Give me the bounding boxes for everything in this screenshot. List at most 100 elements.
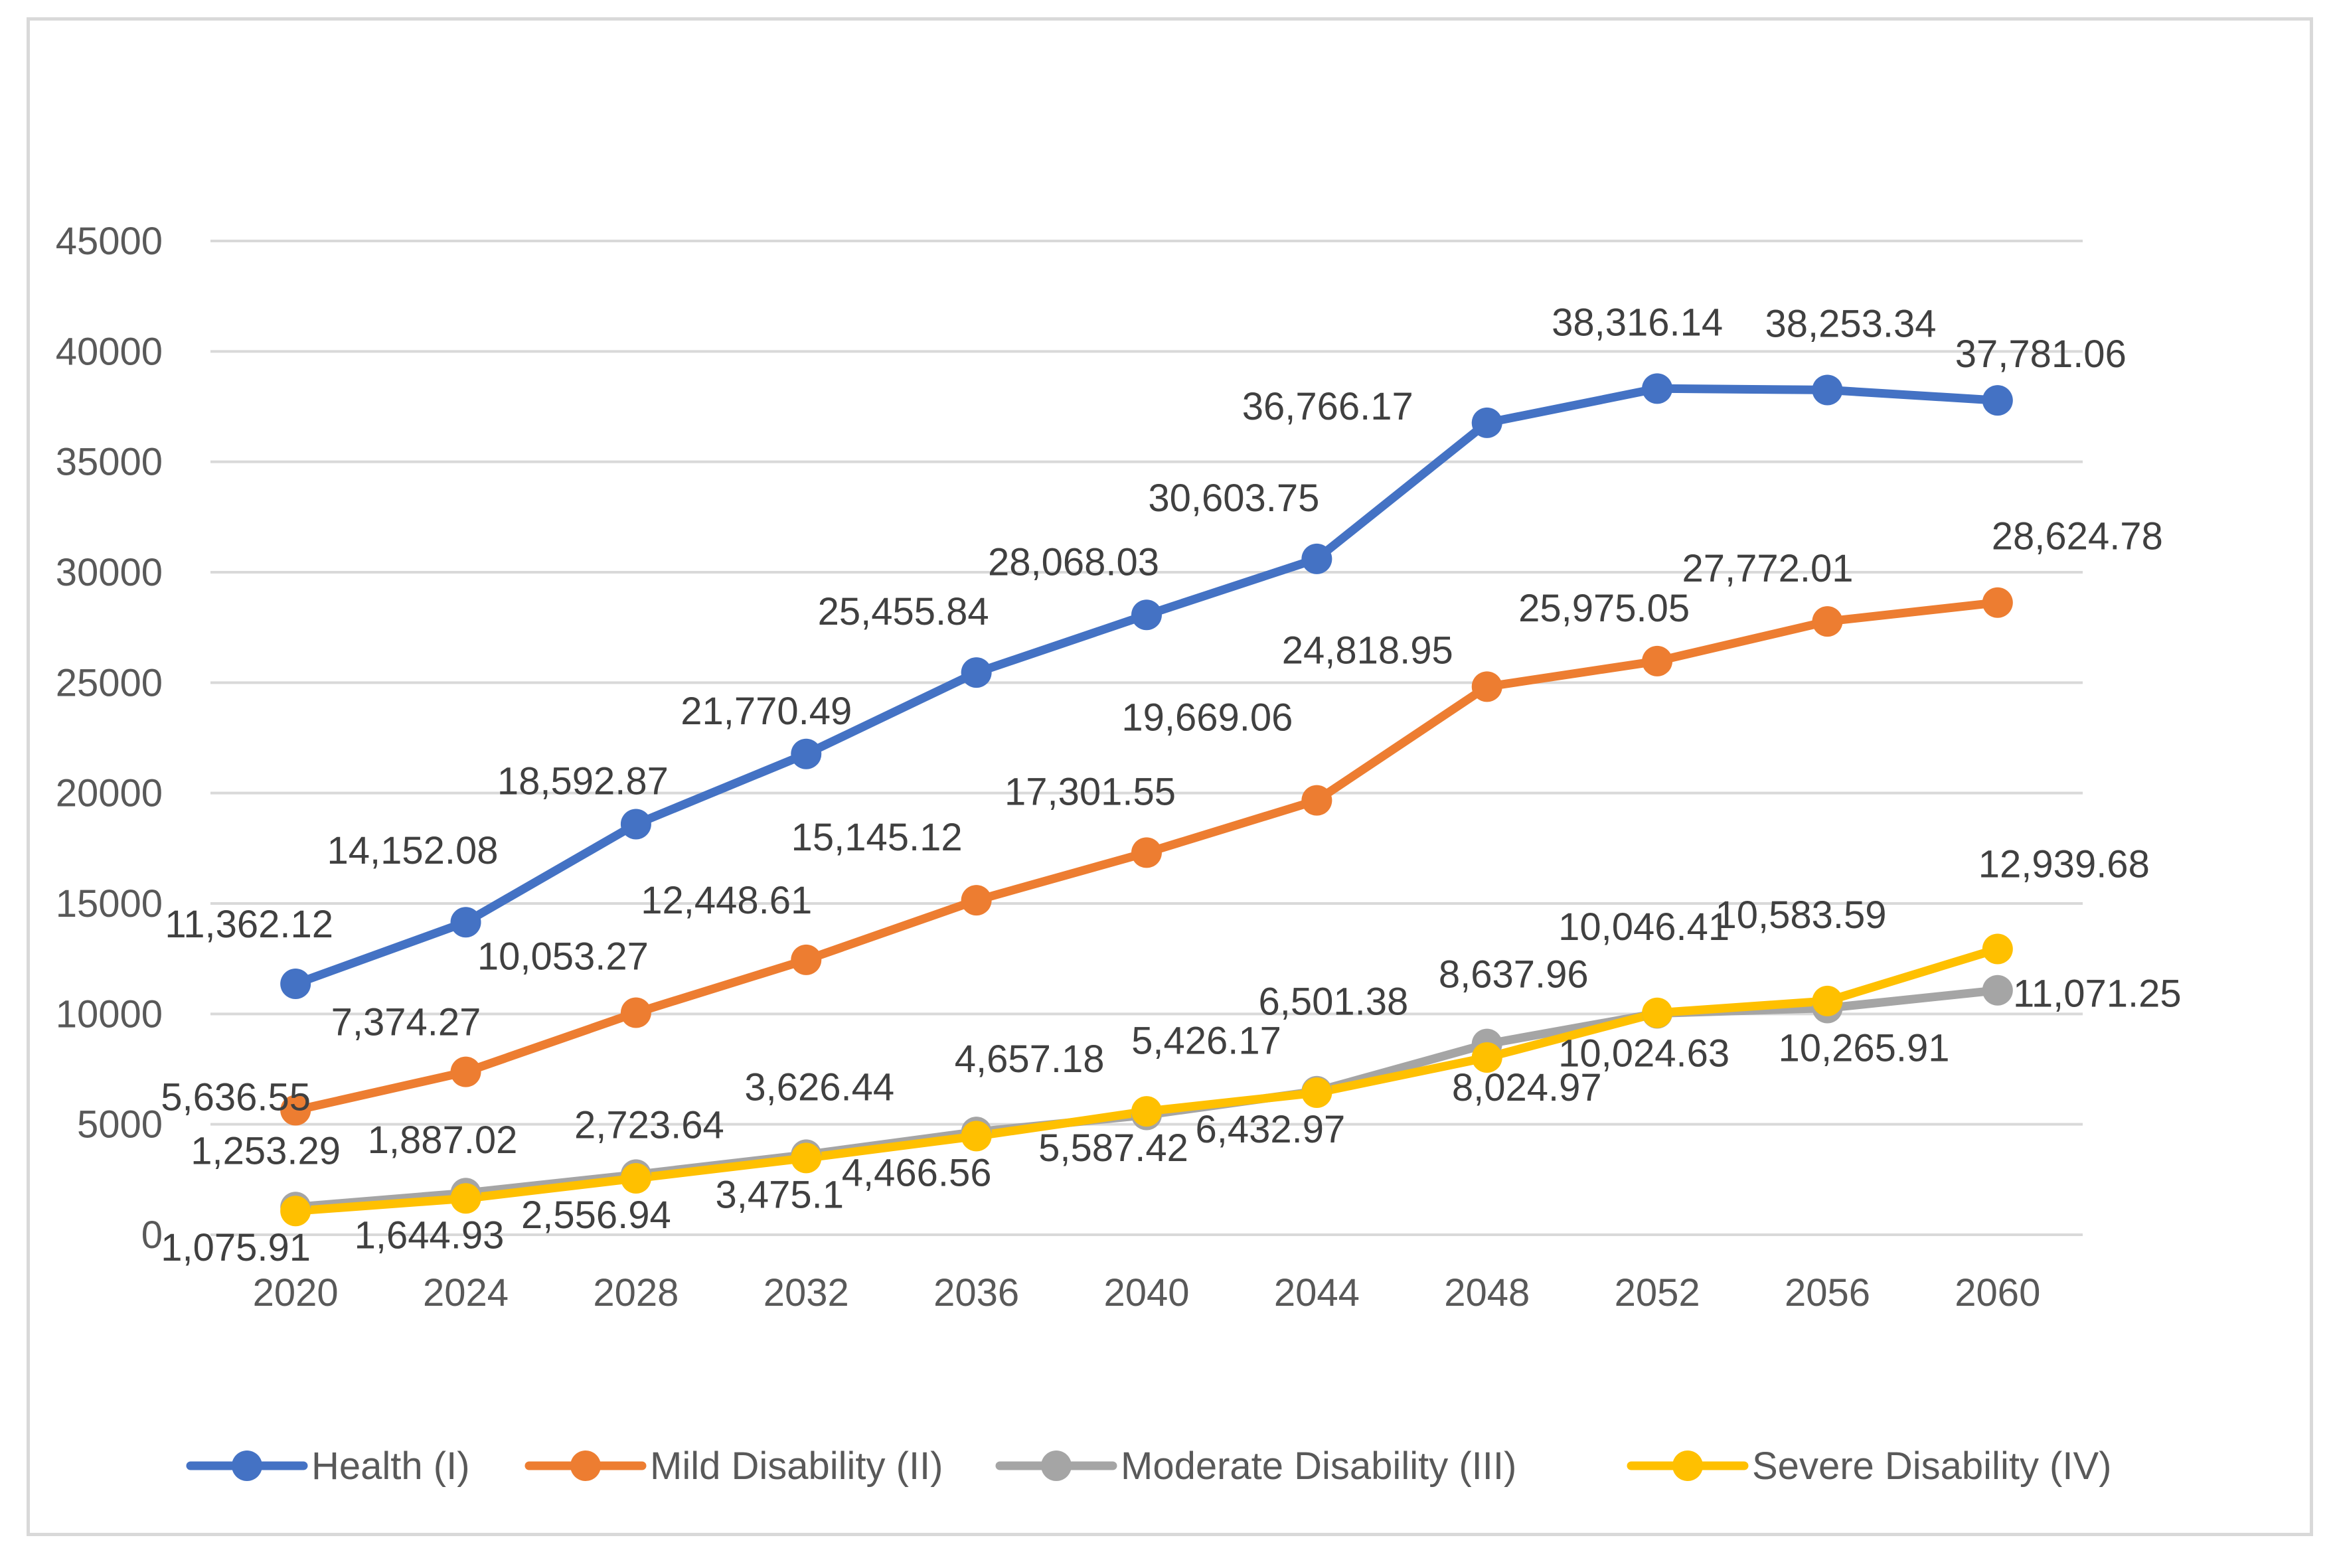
y-tick-label: 5000	[77, 1103, 163, 1146]
data-point	[1642, 373, 1673, 404]
data-point	[1301, 1077, 1332, 1108]
data-point	[1471, 671, 1502, 702]
data-point	[1301, 543, 1332, 574]
line-chart: 0 5000 10000 15000 20000 25000 30000 35000 40000…	[56, 220, 2182, 1488]
y-tick-label: 45000	[56, 220, 163, 263]
data-label: 8,024.97	[1452, 1066, 1602, 1109]
data-point	[620, 809, 651, 840]
data-point	[961, 885, 992, 916]
data-label: 24,818.95	[1282, 629, 1453, 672]
data-label: 25,975.05	[1518, 587, 1690, 630]
y-axis: 0 5000 10000 15000 20000 25000 30000 35000 40000…	[56, 220, 163, 1257]
data-label: 4,466.56	[842, 1151, 992, 1194]
data-label: 19,669.06	[1121, 696, 1293, 740]
x-tick-label: 2060	[1955, 1271, 2040, 1314]
data-label: 10,053.27	[477, 935, 649, 979]
x-tick-label: 2024	[423, 1271, 509, 1314]
data-point	[791, 1142, 822, 1174]
series-line	[291, 945, 2002, 1215]
x-tick-label: 2044	[1274, 1271, 1360, 1314]
legend-swatch-marker	[1041, 1450, 1072, 1481]
data-label: 10,046.41	[1558, 905, 1729, 949]
legend-swatch-marker	[232, 1450, 262, 1481]
x-tick-label: 2056	[1785, 1271, 1870, 1314]
data-point	[280, 1095, 311, 1126]
data-label: 1,887.02	[368, 1119, 518, 1162]
y-tick-label: 0	[141, 1214, 163, 1257]
x-tick-label: 2032	[764, 1271, 849, 1314]
data-label: 8,637.96	[1439, 953, 1589, 996]
data-point	[1982, 385, 2013, 416]
data-point	[1812, 374, 1843, 406]
data-point	[450, 907, 481, 938]
legend-label: Mild Disability (II)	[650, 1445, 943, 1488]
data-point	[1642, 997, 1673, 1028]
data-point	[1982, 975, 2013, 1006]
x-tick-label: 2048	[1444, 1271, 1530, 1314]
data-label: 37,781.06	[1955, 333, 2127, 376]
gridlines	[210, 240, 2083, 1236]
data-label: 1,644.93	[355, 1214, 505, 1257]
data-point	[620, 1162, 651, 1194]
data-label: 14,152.08	[327, 829, 499, 872]
legend-swatch-marker	[570, 1450, 601, 1481]
data-label: 6,501.38	[1258, 980, 1408, 1024]
data-point	[1471, 1042, 1502, 1073]
data-label: 4,657.18	[955, 1038, 1105, 1081]
data-point	[1812, 606, 1843, 637]
data-label: 3,626.44	[744, 1065, 894, 1109]
data-label: 38,253.34	[1765, 302, 1936, 345]
data-label: 28,624.78	[1992, 515, 2163, 558]
data-label: 7,374.27	[331, 1001, 481, 1044]
data-label: 5,426.17	[1131, 1019, 1281, 1062]
data-point	[1642, 645, 1673, 676]
data-point	[620, 997, 651, 1028]
data-label: 36,766.17	[1242, 385, 1413, 428]
data-label: 10,583.59	[1715, 894, 1886, 937]
data-label: 30,603.75	[1148, 477, 1319, 520]
data-point	[280, 969, 311, 1000]
data-point	[280, 1196, 311, 1227]
legend-label: Severe Disability (IV)	[1752, 1445, 2111, 1488]
data-label: 2,723.64	[574, 1103, 724, 1146]
y-tick-label: 25000	[56, 661, 163, 704]
data-label: 5,587.42	[1038, 1127, 1188, 1170]
data-label: 18,592.87	[497, 759, 669, 803]
data-label: 10,024.63	[1558, 1032, 1729, 1075]
data-point	[450, 1183, 481, 1214]
x-tick-label: 2040	[1103, 1271, 1189, 1314]
y-tick-label: 30000	[56, 551, 163, 594]
data-point	[791, 944, 822, 975]
legend: Health (I) Mild Disability (II) Moderate D…	[186, 1445, 2111, 1488]
data-point	[1982, 933, 2013, 965]
legend-label: Moderate Disability (III)	[1121, 1445, 1516, 1488]
data-label: 3,475.1	[716, 1173, 844, 1216]
data-label: 38,316.14	[1552, 301, 1723, 344]
data-label: 12,939.68	[1978, 843, 2150, 886]
data-point	[1471, 407, 1502, 438]
data-label: 2,556.94	[521, 1194, 671, 1237]
data-point	[961, 657, 992, 688]
x-tick-label: 2028	[593, 1271, 679, 1314]
data-label: 1,075.91	[161, 1226, 311, 1269]
data-label: 21,770.49	[681, 690, 852, 733]
data-label: 28,068.03	[988, 540, 1159, 584]
y-tick-label: 35000	[56, 441, 163, 484]
x-axis: 2020 2024 2028 2032 2036 2040 2044 2048 2052 2056…	[253, 1271, 2041, 1314]
data-label: 11,071.25	[2013, 973, 2182, 1016]
data-label: 12,448.61	[641, 879, 812, 922]
data-point	[1131, 599, 1162, 631]
y-tick-label: 10000	[56, 992, 163, 1036]
data-labels: 11,362.12 14,152.08 18,592.87 21,770.49 25,4…	[161, 301, 2181, 1269]
y-tick-label: 20000	[56, 772, 163, 815]
data-point	[961, 1121, 992, 1152]
data-label: 17,301.55	[1005, 770, 1176, 813]
data-label: 27,772.01	[1682, 547, 1853, 590]
data-point	[1131, 837, 1162, 868]
data-label: 11,362.12	[165, 903, 333, 946]
data-point	[791, 738, 822, 769]
data-label: 5,636.55	[161, 1075, 311, 1119]
legend-swatch-marker	[1672, 1450, 1703, 1481]
x-tick-label: 2036	[933, 1271, 1019, 1314]
data-point	[1301, 785, 1332, 816]
